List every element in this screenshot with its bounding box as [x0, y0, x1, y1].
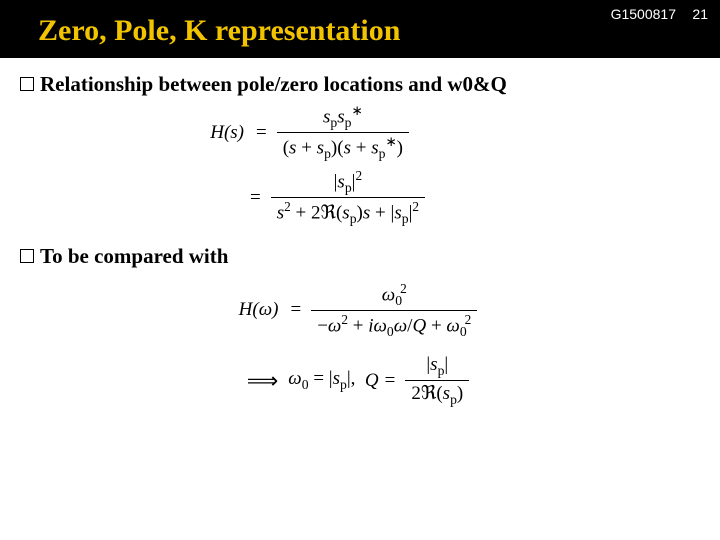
eq2a-lhs: H(ω)	[239, 299, 279, 321]
eq2a-fraction: ω02 −ω2 + iω0ω/Q + ω02	[311, 281, 477, 340]
eq1a-lhs: H(s)	[180, 122, 244, 144]
equation-block-1: H(s) = spsp∗ (s + sp)(s + sp∗) = |sp|2 s…	[180, 103, 540, 228]
bullet-marker-icon	[20, 77, 34, 91]
bullet-text: To be compared with	[40, 244, 228, 269]
eq1a-fraction: spsp∗ (s + sp)(s + sp∗)	[277, 103, 409, 162]
bullet-text: Relationship between pole/zero locations…	[40, 72, 507, 97]
eq2b-part1: ω0 = |sp|,	[288, 368, 365, 393]
equation-2b: ⟹ ω0 = |sp|, Q = |sp| 2ℜ(sp)	[140, 354, 580, 408]
eq2b-part2-lhs: Q	[365, 370, 379, 392]
bullet-item: Relationship between pole/zero locations…	[20, 72, 700, 97]
page-number: 21	[692, 6, 708, 22]
eq1a-numerator: spsp∗	[317, 103, 369, 132]
equation-1a: H(s) = spsp∗ (s + sp)(s + sp∗)	[180, 103, 540, 162]
eq1b-fraction: |sp|2 s2 + 2ℜ(sp)s + |sp|2	[271, 168, 425, 227]
eq2a-numerator: ω02	[376, 281, 413, 310]
equation-1b: = |sp|2 s2 + 2ℜ(sp)s + |sp|2	[180, 168, 540, 227]
eq2b-denominator: 2ℜ(sp)	[405, 380, 469, 408]
bullet-marker-icon	[20, 249, 34, 263]
eq1b-denominator: s2 + 2ℜ(sp)s + |sp|2	[271, 197, 425, 227]
document-id: G1500817	[611, 6, 676, 22]
header-bar: Zero, Pole, K representation G1500817 21	[0, 0, 720, 58]
eq2b-fraction: |sp| 2ℜ(sp)	[405, 354, 469, 408]
equation-2a: H(ω) = ω02 −ω2 + iω0ω/Q + ω02	[140, 281, 580, 340]
equals-sign: =	[256, 122, 267, 144]
slide-title: Zero, Pole, K representation	[38, 14, 400, 48]
implies-arrow-icon: ⟹	[247, 368, 279, 394]
bullet-item: To be compared with	[20, 244, 700, 269]
eq1a-denominator: (s + sp)(s + sp∗)	[277, 132, 409, 162]
eq2a-denominator: −ω2 + iω0ω/Q + ω02	[311, 310, 477, 340]
eq1b-numerator: |sp|2	[328, 168, 369, 197]
equals-sign: =	[385, 370, 396, 392]
equation-block-2: H(ω) = ω02 −ω2 + iω0ω/Q + ω02 ⟹ ω0 = |sp…	[140, 281, 580, 408]
eq2b-numerator: |sp|	[420, 354, 454, 380]
equals-sign: =	[290, 299, 301, 321]
equals-sign: =	[250, 187, 261, 209]
content-area: Relationship between pole/zero locations…	[0, 58, 720, 407]
